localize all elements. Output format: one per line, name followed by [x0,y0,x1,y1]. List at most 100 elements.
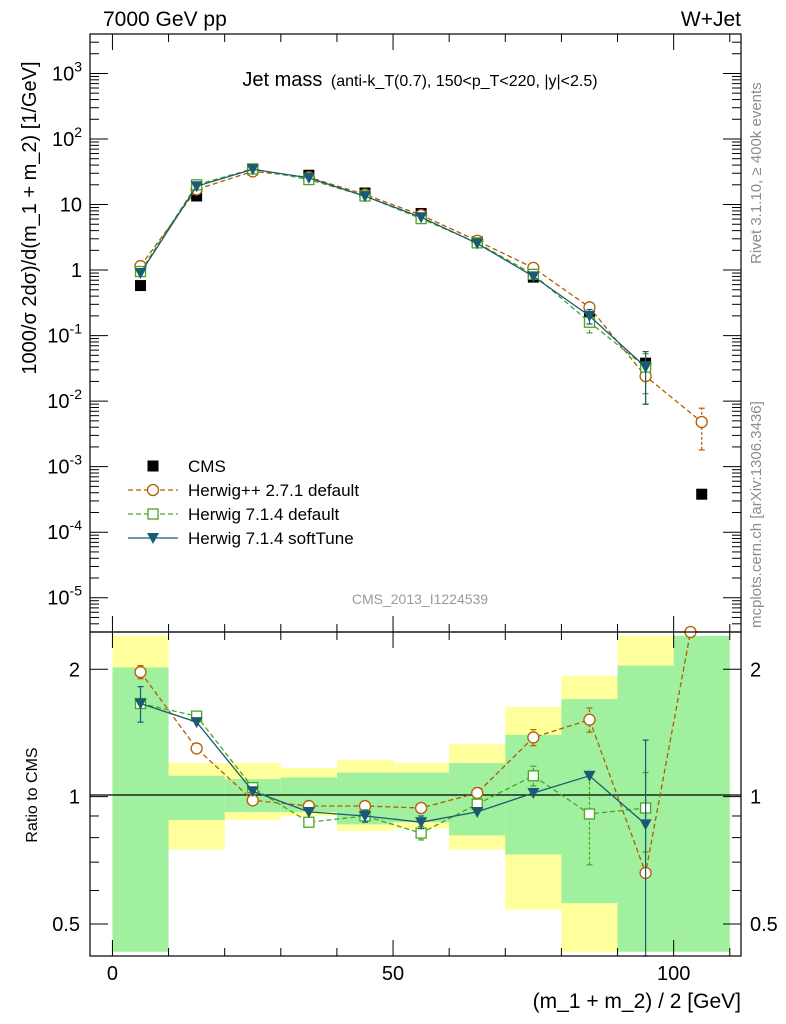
y-tick-label-exponent: -5 [70,583,83,599]
data-point [471,238,484,250]
data-point [414,801,428,815]
data-point [135,280,147,292]
data-point [358,191,371,203]
y-tick-label-base: 10 [52,63,74,85]
data-point [190,717,203,729]
ratio-y-tick-label-right: 2 [750,659,761,681]
data-point [358,810,371,822]
ratio-bands [112,635,730,952]
y-tick-label: 102 [52,124,82,151]
data-point [134,665,147,679]
mcplots-label: mcplots.cern.ch [arXiv:1306.3436] [748,401,765,628]
ratio-y-tick-label-left: 2 [69,659,80,681]
data-point [527,731,540,744]
data-point [134,268,147,280]
data-point [471,806,484,818]
legend-marker [147,460,159,472]
series-line [139,168,647,368]
data-point [134,698,147,710]
data-point [696,488,708,500]
x-tick-label: 50 [382,963,404,985]
legend-label: Herwig 7.1.4 softTune [188,529,354,548]
x-tick-label: 0 [107,963,118,985]
data-point [583,310,596,322]
ratio-frame [89,631,742,957]
y-tick-label-base: 10 [47,588,69,610]
data-point [246,786,259,798]
legend: CMS Herwig++ 2.7.1 default Herwig 7.1.4 de… [128,457,359,548]
uncertainty-band-inner [673,635,730,952]
ratio-y-tick-label-right: 1 [750,787,761,809]
chart-title-main: Jet mass [242,69,322,91]
rivet-label: Rivet 3.1.10, ≥ 400k events [748,82,765,264]
main-data-marks [134,163,708,500]
legend-label: Herwig++ 2.7.1 default [188,481,359,500]
y-tick-label-base: 10 [47,391,69,413]
header-right: W+Jet [681,8,741,31]
y-tick-label-base: 10 [47,457,69,479]
uncertainty-band-inner [168,775,225,821]
legend-label: Herwig 7.1.4 default [188,505,339,524]
series-line [140,702,647,825]
chart-title: Jet mass (anti-k_T(0.7), 150<p_T<220, |y… [242,69,597,91]
series-line [140,702,646,834]
data-point [527,271,540,283]
data-point [639,362,652,374]
y-tick-label-exponent: -3 [70,452,83,468]
y-tick-label-base: 10 [52,129,74,151]
data-point [415,827,427,839]
data-point [583,808,596,820]
series-line [139,168,647,368]
data-point [527,787,540,799]
ratio-y-axis-label: Ratio to CMS [24,747,41,842]
y-tick-label: 10-2 [47,386,82,413]
y-tick-label-exponent: -1 [70,321,83,337]
y-tick-label: 10 [60,195,82,217]
x-tick-label: 100 [657,963,690,985]
y-tick-label-exponent: 3 [74,58,82,74]
y-tick-label: 10-4 [47,517,82,544]
y-tick-label: 10-5 [47,583,82,610]
data-point [303,816,315,828]
ratio-y-tick-label-right: 0.5 [750,914,778,936]
data-point [639,819,652,831]
y-tick-label-exponent: 2 [74,124,82,140]
y-tick-label: 10-3 [47,452,82,479]
data-point [583,713,596,726]
ratio-y-tick-label-left: 1 [69,787,80,809]
data-point [190,181,203,193]
y-tick-label-exponent: -2 [70,386,83,402]
ratio-data-marks [134,625,697,957]
uncertainty-band-inner [393,772,450,823]
main-y-axis-label: 1000/σ 2dσ)/d(m_1 + m_2) [1/GeV] [19,61,41,374]
data-point [415,817,428,829]
data-point [190,742,203,755]
legend-marker [147,508,159,520]
y-tick-label-base: 10 [47,326,69,348]
y-tick-label: 1 [71,260,82,282]
y-tick-label: 103 [52,58,82,85]
ratio-axis-ticks: 0 50 100 0.5 0.5 1 1 2 2 [52,632,778,985]
y-tick-label-base: 10 [47,522,69,544]
data-point [302,806,315,818]
data-point [583,770,596,782]
watermark: CMS_2013_I1224539 [352,591,488,607]
data-point [415,212,428,224]
header-left: 7000 GeV pp [103,8,227,31]
legend-label: CMS [188,457,226,476]
data-point [527,770,540,782]
data-point [246,164,259,176]
ratio-plot-area: 0 50 100 0.5 0.5 1 1 2 2 Ratio to CMS (m_1 + m_2… [24,625,778,1013]
legend-marker [147,533,159,544]
chart-title-sub: (anti-k_T(0.7), 150<p_T<220, |y|<2.5) [331,73,598,90]
y-tick-label: 10-1 [47,321,82,348]
ratio-y-tick-label-left: 0.5 [52,914,80,936]
x-axis-label: (m_1 + m_2) / 2 [GeV] [533,990,741,1013]
data-point [471,786,484,800]
y-tick-label-exponent: -4 [70,517,83,533]
data-point [191,190,203,202]
data-point [695,415,708,429]
